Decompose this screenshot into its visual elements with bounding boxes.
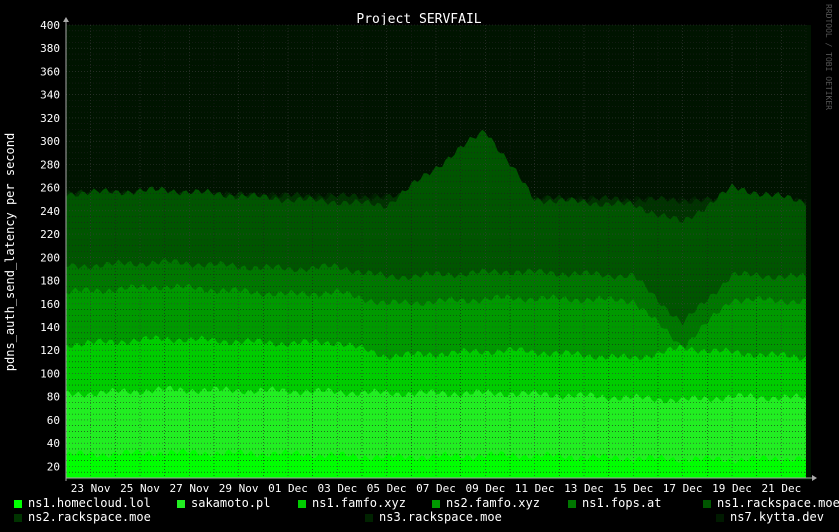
y-tick-label: 300	[40, 135, 60, 148]
legend-swatch	[177, 499, 185, 508]
x-tick-label: 27 Nov	[169, 482, 209, 495]
x-tick-label: 05 Dec	[367, 482, 407, 495]
legend-swatch	[568, 499, 576, 508]
legend-label: ns2.famfo.xyz	[446, 496, 540, 510]
y-tick-label: 200	[40, 251, 60, 264]
legend-swatch	[716, 513, 724, 522]
y-tick-label: 40	[47, 437, 60, 450]
legend-item: ns1.homecloud.lol	[14, 496, 151, 510]
x-tick-label: 09 Dec	[465, 482, 505, 495]
x-tick-label: 11 Dec	[515, 482, 555, 495]
legend-swatch	[432, 499, 440, 508]
x-tick-label: 13 Dec	[564, 482, 604, 495]
legend-item: ns1.fops.at	[568, 496, 661, 510]
legend-label: ns3.rackspace.moe	[379, 510, 502, 524]
legend-swatch	[298, 499, 306, 508]
y-tick-label: 260	[40, 182, 60, 195]
y-tick-label: 60	[47, 414, 60, 427]
y-tick-label: 320	[40, 112, 60, 125]
x-tick-label: 21 Dec	[761, 482, 801, 495]
y-tick-label: 220	[40, 228, 60, 241]
watermark: RRDTOOL / TOBI OETIKER	[824, 4, 833, 110]
legend-swatch	[365, 513, 373, 522]
legend-label: ns1.homecloud.lol	[28, 496, 151, 510]
legend-label: ns1.rackspace.moe	[717, 496, 839, 510]
legend-label: sakamoto.pl	[191, 496, 271, 510]
legend-swatch	[14, 499, 22, 508]
y-tick-label: 400	[40, 19, 60, 32]
legend-item: ns2.famfo.xyz	[432, 496, 540, 510]
legend-label: ns2.rackspace.moe	[28, 510, 151, 524]
legend: ns1.homecloud.lol sakamoto.pl ns1.famfo.xy…	[14, 496, 839, 530]
legend-item: ns7.kytta.dev	[716, 510, 824, 524]
y-tick-label: 20	[47, 460, 60, 473]
y-tick-label: 360	[40, 65, 60, 78]
y-tick-label: 80	[47, 391, 60, 404]
y-ticks: 20 40 60 80 100 120 140 160 180 200 220 240 260 280 30…	[40, 19, 60, 473]
legend-label: ns7.kytta.dev	[730, 510, 824, 524]
y-tick-label: 340	[40, 89, 60, 102]
legend-item: ns2.rackspace.moe	[14, 510, 151, 524]
y-tick-label: 160	[40, 298, 60, 311]
legend-item: sakamoto.pl	[177, 496, 270, 510]
grid	[65, 24, 807, 479]
y-tick-label: 240	[40, 205, 60, 218]
x-tick-label: 03 Dec	[317, 482, 357, 495]
legend-label: ns1.fops.at	[582, 496, 662, 510]
legend-label: ns1.famfo.xyz	[312, 496, 406, 510]
x-tick-label: 23 Nov	[71, 482, 111, 495]
x-tick-label: 19 Dec	[712, 482, 752, 495]
axes	[63, 17, 817, 481]
legend-item: ns3.rackspace.moe	[365, 510, 502, 524]
y-tick-label: 120	[40, 344, 60, 357]
legend-swatch	[703, 499, 711, 508]
y-tick-label: 100	[40, 367, 60, 380]
y-tick-label: 180	[40, 275, 60, 288]
legend-item: ns1.rackspace.moe	[703, 496, 839, 510]
y-axis-arrow	[63, 17, 69, 22]
x-tick-label: 01 Dec	[268, 482, 308, 495]
y-axis-label: pdns_auth_send_latency per second	[3, 133, 17, 371]
legend-swatch	[14, 513, 22, 522]
legend-item: ns1.famfo.xyz	[298, 496, 406, 510]
y-tick-label: 380	[40, 42, 60, 55]
x-tick-label: 29 Nov	[219, 482, 259, 495]
x-tick-label: 17 Dec	[663, 482, 703, 495]
x-tick-label: 15 Dec	[613, 482, 653, 495]
y-tick-label: 280	[40, 158, 60, 171]
y-tick-label: 140	[40, 321, 60, 334]
x-tick-label: 25 Nov	[120, 482, 160, 495]
x-ticks: 23 Nov 25 Nov 27 Nov 29 Nov 01 Dec 03 Dec 05 D…	[71, 482, 801, 495]
chart-title: Project SERVFAIL	[356, 12, 481, 27]
x-axis-arrow	[812, 475, 817, 481]
x-tick-label: 07 Dec	[416, 482, 456, 495]
